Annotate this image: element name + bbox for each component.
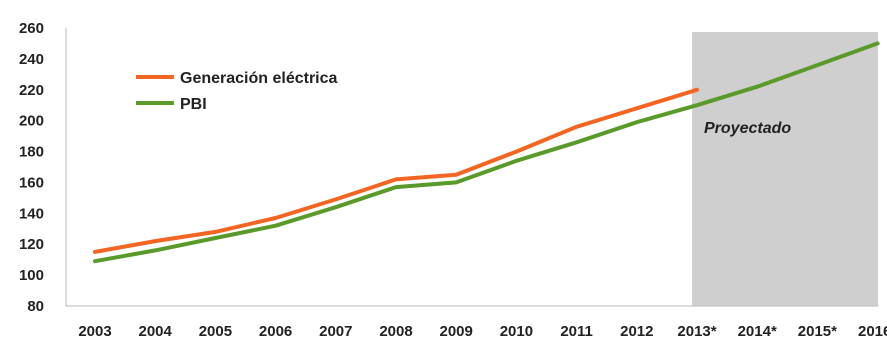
series-line-generacion-electrica <box>93 87 699 254</box>
x-tick-label: 2008 <box>379 323 412 340</box>
y-tick-label: 200 <box>19 113 44 130</box>
x-tick-label: 2009 <box>440 323 473 340</box>
projected-region-label: Proyectado <box>704 120 791 137</box>
y-tick-label: 180 <box>19 144 44 161</box>
x-tick-label: 2015* <box>798 323 837 340</box>
x-tick-label: 2007 <box>319 323 352 340</box>
x-tick-label: 2005 <box>199 323 232 340</box>
x-tick-label: 2003 <box>78 323 111 340</box>
y-tick-label: 160 <box>19 174 44 191</box>
y-tick-label: 220 <box>19 82 44 99</box>
x-tick-label: 2010 <box>500 323 533 340</box>
y-tick-label: 260 <box>19 20 44 37</box>
x-tick-label: 2016* <box>858 323 887 340</box>
x-tick-label: 2011 <box>560 323 593 340</box>
legend-label-pbi: PBI <box>180 96 207 113</box>
series-line-pbi <box>93 41 880 264</box>
x-axis-ticks: 2003 2004 2005 2006 2007 2008 2009 2010 2011 2012… <box>78 323 887 340</box>
projected-region <box>692 32 878 306</box>
legend: Generación eléctrica PBI <box>136 70 338 113</box>
series-lines <box>93 41 880 264</box>
y-axis-ticks: 80 100 120 140 160 180 200 220 240 260 <box>19 20 44 315</box>
y-tick-label: 240 <box>19 51 44 68</box>
x-tick-label: 2013* <box>677 323 716 340</box>
x-tick-label: 2014* <box>738 323 777 340</box>
y-tick-label: 100 <box>19 267 44 284</box>
x-tick-label: 2004 <box>139 323 173 340</box>
y-tick-label: 80 <box>27 298 44 315</box>
y-tick-label: 140 <box>19 205 44 222</box>
y-tick-label: 120 <box>19 236 44 253</box>
x-tick-label: 2012 <box>620 323 653 340</box>
legend-label-generacion-electrica: Generación eléctrica <box>180 70 338 87</box>
x-tick-label: 2006 <box>259 323 292 340</box>
